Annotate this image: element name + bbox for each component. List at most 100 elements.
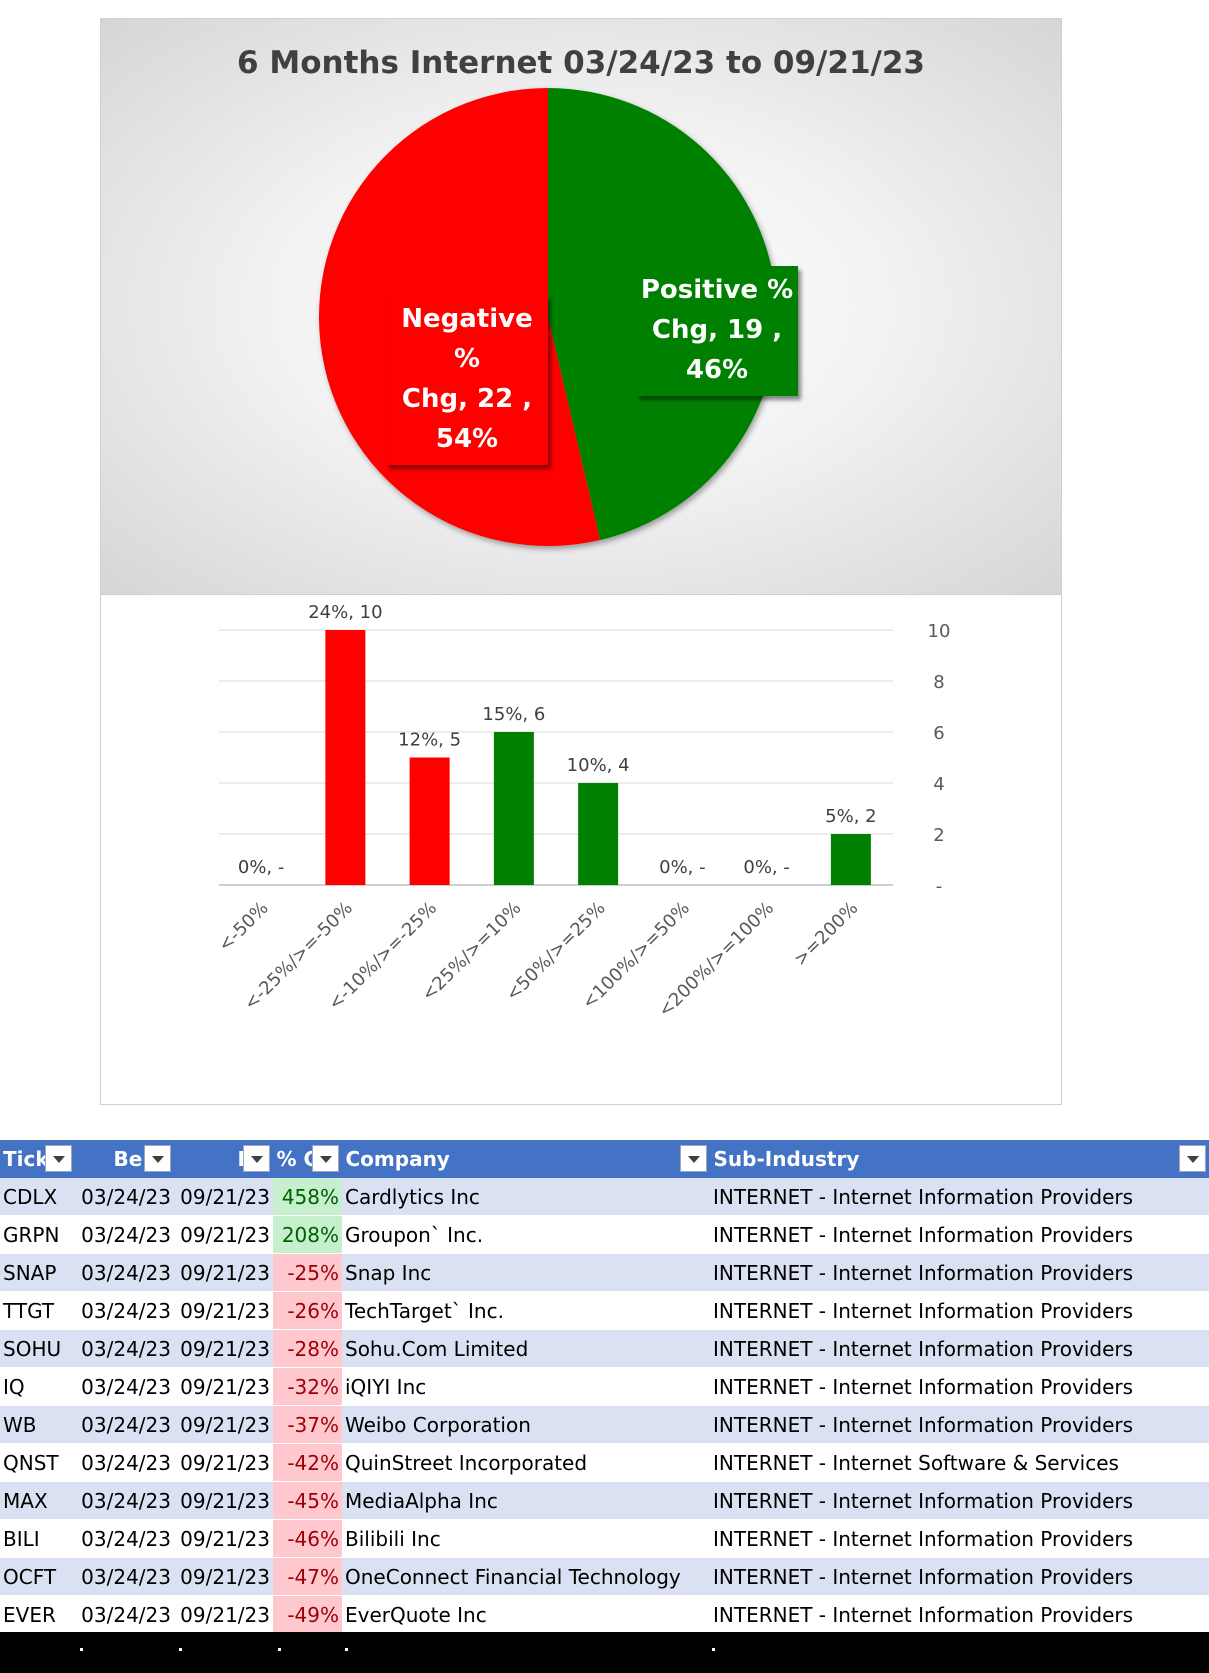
company-cell[interactable]: OneConnect Financial Technology: [342, 1557, 710, 1596]
ticker-cell[interactable]: SNAP: [0, 1253, 75, 1292]
end-date-cell[interactable]: 09/21/23: [174, 1367, 273, 1406]
filter-dropdown-icon[interactable]: [1178, 1145, 1206, 1172]
filter-dropdown-icon[interactable]: [679, 1145, 707, 1172]
ticker-cell[interactable]: OCFT: [0, 1557, 75, 1596]
ticker-cell[interactable]: EVER: [0, 1595, 75, 1634]
ticker-cell[interactable]: TTGT: [0, 1291, 75, 1330]
end-date-cell[interactable]: 09/21/23: [174, 1291, 273, 1330]
sub-industry-cell[interactable]: INTERNET - Internet Information Provider…: [710, 1291, 1209, 1330]
end-date-cell[interactable]: 09/21/23: [174, 1405, 273, 1444]
filter-dropdown-icon[interactable]: [143, 1145, 171, 1172]
sub-industry-cell[interactable]: INTERNET - Internet Information Provider…: [710, 1367, 1209, 1406]
company-cell[interactable]: EverQuote Inc: [342, 1595, 710, 1634]
company-cell[interactable]: Sohu.Com Limited: [342, 1329, 710, 1368]
begin-date-cell[interactable]: 03/24/23: [75, 1329, 174, 1368]
table-row[interactable]: QNST 03/24/23 09/21/23 -42% QuinStreet Incor…: [0, 1443, 1209, 1482]
sub-industry-cell[interactable]: INTERNET - Internet Information Provider…: [710, 1519, 1209, 1558]
table-row[interactable]: GRPN 03/24/23 09/21/23 208% Groupon` Inc. INT…: [0, 1215, 1209, 1254]
ticker-cell[interactable]: SOHU: [0, 1329, 75, 1368]
sub-industry-cell[interactable]: INTERNET - Internet Information Provider…: [710, 1329, 1209, 1368]
header-ticker: Tick: [0, 1140, 76, 1178]
company-cell[interactable]: Bilibili Inc: [342, 1519, 710, 1558]
pct-change-cell[interactable]: -45%: [273, 1481, 342, 1520]
pie-label-negative-line3: 54%: [435, 424, 499, 454]
table-row[interactable]: WB 03/24/23 09/21/23 -37% Weibo Corporation I…: [0, 1405, 1209, 1444]
table-row[interactable]: BILI 03/24/23 09/21/23 -46% Bilibili Inc INTE…: [0, 1519, 1209, 1558]
pct-change-cell[interactable]: -42%: [273, 1443, 342, 1482]
begin-date-cell[interactable]: 03/24/23: [75, 1481, 174, 1520]
company-cell[interactable]: Cardlytics Inc: [342, 1178, 710, 1216]
end-date-cell[interactable]: 09/21/23: [174, 1215, 273, 1254]
begin-date-cell[interactable]: 03/24/23: [75, 1178, 174, 1216]
ticker-cell[interactable]: GRPN: [0, 1215, 75, 1254]
sub-industry-cell[interactable]: INTERNET - Internet Information Provider…: [710, 1405, 1209, 1444]
ticker-cell[interactable]: CDLX: [0, 1178, 75, 1216]
sub-industry-cell[interactable]: INTERNET - Internet Information Provider…: [710, 1253, 1209, 1292]
sub-industry-cell[interactable]: INTERNET - Internet Information Provider…: [710, 1178, 1209, 1216]
begin-date-cell[interactable]: 03/24/23: [75, 1367, 174, 1406]
table-row[interactable]: CDLX 03/24/23 09/21/23 458% Cardlytics Inc IN…: [0, 1178, 1209, 1216]
company-cell[interactable]: iQIYI Inc: [342, 1367, 710, 1406]
sub-industry-cell[interactable]: INTERNET - Internet Information Provider…: [710, 1215, 1209, 1254]
company-cell[interactable]: QuinStreet Incorporated: [342, 1443, 710, 1482]
company-cell[interactable]: MediaAlpha Inc: [342, 1481, 710, 1520]
begin-date-cell[interactable]: 03/24/23: [75, 1557, 174, 1596]
end-date-cell[interactable]: 09/21/23: [174, 1253, 273, 1292]
table-row[interactable]: MAX 03/24/23 09/21/23 -45% MediaAlpha Inc INT…: [0, 1481, 1209, 1520]
ticker-cell[interactable]: IQ: [0, 1367, 75, 1406]
pct-change-cell[interactable]: -25%: [273, 1253, 342, 1292]
filter-dropdown-icon[interactable]: [44, 1145, 72, 1172]
filter-dropdown-icon[interactable]: [311, 1145, 339, 1172]
begin-date-cell[interactable]: 03/24/23: [75, 1253, 174, 1292]
table-row[interactable]: EVER 03/24/23 09/21/23 -49% EverQuote Inc INT…: [0, 1595, 1209, 1634]
pct-change-cell[interactable]: -47%: [273, 1557, 342, 1596]
header-end-date-label: E: [178, 1147, 252, 1171]
company-cell[interactable]: TechTarget` Inc.: [342, 1291, 710, 1330]
ticker-cell[interactable]: WB: [0, 1405, 75, 1444]
end-date-cell[interactable]: 09/21/23: [174, 1519, 273, 1558]
ticker-cell[interactable]: QNST: [0, 1443, 75, 1482]
pct-change-cell[interactable]: 208%: [273, 1215, 342, 1254]
data-label: 0%, -: [659, 857, 706, 878]
table-row[interactable]: SNAP 03/24/23 09/21/23 -25% Snap Inc INTERNET…: [0, 1253, 1209, 1292]
ticker-cell[interactable]: MAX: [0, 1481, 75, 1520]
table-row[interactable]: IQ 03/24/23 09/21/23 -32% iQIYI Inc INTERNET …: [0, 1367, 1209, 1406]
company-cell[interactable]: Groupon` Inc.: [342, 1215, 710, 1254]
begin-date-cell[interactable]: 03/24/23: [75, 1405, 174, 1444]
end-date-cell[interactable]: 09/21/23: [174, 1595, 273, 1634]
end-date-cell[interactable]: 09/21/23: [174, 1329, 273, 1368]
pct-change-cell[interactable]: 458%: [273, 1178, 342, 1216]
table-row[interactable]: TTGT 03/24/23 09/21/23 -26% TechTarget` Inc.…: [0, 1291, 1209, 1330]
pie-label-positive-line3: 46%: [685, 355, 749, 385]
sub-industry-cell[interactable]: INTERNET - Internet Information Provider…: [710, 1595, 1209, 1634]
filter-dropdown-icon[interactable]: [242, 1145, 270, 1172]
end-date-cell[interactable]: 09/21/23: [174, 1557, 273, 1596]
end-date-cell[interactable]: 09/21/23: [174, 1443, 273, 1482]
pct-change-cell[interactable]: -32%: [273, 1367, 342, 1406]
sub-industry-cell[interactable]: INTERNET - Internet Software & Services: [710, 1443, 1209, 1482]
pct-change-cell[interactable]: -49%: [273, 1595, 342, 1634]
pct-change-cell[interactable]: -26%: [273, 1291, 342, 1330]
ticker-cell[interactable]: BILI: [0, 1519, 75, 1558]
begin-date-cell[interactable]: 03/24/23: [75, 1595, 174, 1634]
begin-date-cell[interactable]: 03/24/23: [75, 1215, 174, 1254]
y-tick-label: 4: [933, 774, 944, 795]
pct-change-cell[interactable]: -46%: [273, 1519, 342, 1558]
bar: [325, 630, 366, 885]
data-label: 0%, -: [743, 857, 790, 878]
end-date-cell[interactable]: 09/21/23: [174, 1481, 273, 1520]
table-row[interactable]: OCFT 03/24/23 09/21/23 -47% OneConnect Finan…: [0, 1557, 1209, 1596]
y-tick-label: 2: [933, 825, 944, 846]
company-cell[interactable]: Weibo Corporation: [342, 1405, 710, 1444]
company-cell[interactable]: Snap Inc: [342, 1253, 710, 1292]
begin-date-cell[interactable]: 03/24/23: [75, 1519, 174, 1558]
pct-change-cell[interactable]: -37%: [273, 1405, 342, 1444]
begin-date-cell[interactable]: 03/24/23: [75, 1443, 174, 1482]
pct-change-cell[interactable]: -28%: [273, 1329, 342, 1368]
begin-date-cell[interactable]: 03/24/23: [75, 1291, 174, 1330]
end-date-cell[interactable]: 09/21/23: [174, 1178, 273, 1216]
sub-industry-cell[interactable]: INTERNET - Internet Information Provider…: [710, 1557, 1209, 1596]
sub-industry-cell[interactable]: INTERNET - Internet Information Provider…: [710, 1481, 1209, 1520]
table-row[interactable]: SOHU 03/24/23 09/21/23 -28% Sohu.Com Limited…: [0, 1329, 1209, 1368]
